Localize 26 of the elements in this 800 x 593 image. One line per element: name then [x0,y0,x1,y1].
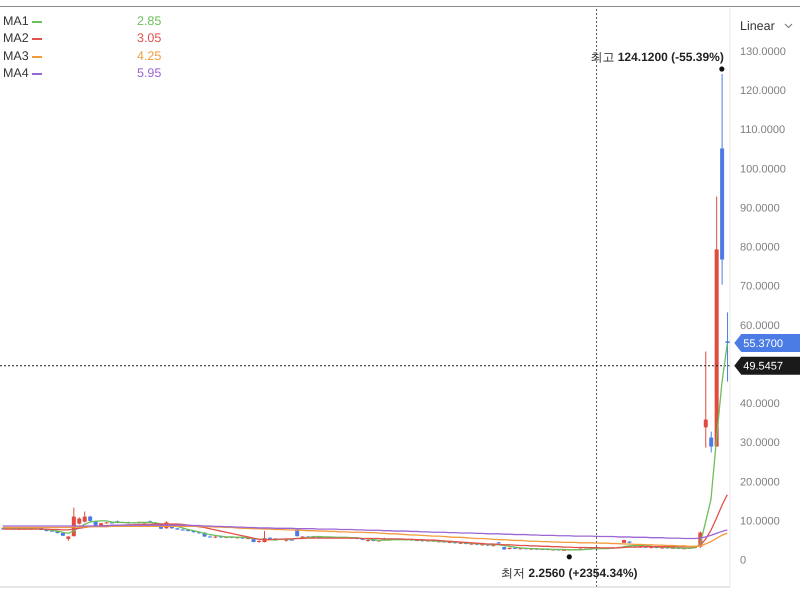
y-tick-label: 80.0000 [740,242,780,254]
y-tick-label: 120.0000 [740,85,786,98]
text: 55.3700 [743,338,784,350]
y-tick-label: 110.0000 [740,124,786,136]
y-tick-label: 10.0000 [740,515,780,528]
text: Linear [740,19,775,33]
y-tick-label: 90.0000 [740,202,780,214]
ref-line-label: 49.5457 [743,360,784,373]
legend-label: MA1 [3,13,30,30]
annotation: 2.85 [137,13,162,30]
annotation: 최저 2.2560 (+2354.34%) [501,566,638,580]
y-tick-label: 130.0000 [740,46,786,58]
annotation: 4.25 [137,48,162,65]
annotation: 5.95 [137,65,162,82]
y-tick-label: 60.0000 [740,320,780,332]
annotation: 3.05 [137,30,162,48]
legend-label: MA2 [3,30,30,48]
y-tick-label: 100.0000 [740,163,786,176]
y-tick-label: 0 [740,554,746,567]
legend-label: MA3 [3,48,30,65]
y-tick-label: 40.0000 [740,398,780,410]
y-tick-label: 30.0000 [740,437,780,450]
y-tick-label: 70.0000 [740,280,780,293]
annotation: 최고 124.1200 (-55.39%) [590,50,724,64]
legend-label: MA4 [3,65,30,82]
y-tick-label: 20.0000 [740,476,780,488]
